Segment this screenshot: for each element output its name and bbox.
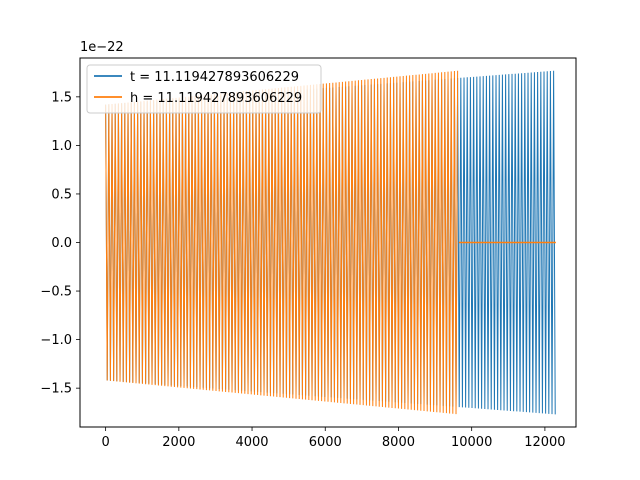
y-tick-label: 1.0 <box>51 139 72 154</box>
y-axis-ticks: −1.5 −1.0 −0.5 0.0 0.5 1.0 1.5 <box>40 90 80 397</box>
y-tick-label: 0.0 <box>51 236 72 251</box>
y-tick-label: 0.5 <box>51 187 72 202</box>
legend-box <box>86 64 322 114</box>
x-tick-label: 2000 <box>162 435 195 450</box>
y-offset-label: 1e−22 <box>80 40 124 55</box>
series-layer <box>105 70 556 415</box>
x-tick-label: 0 <box>101 435 109 450</box>
y-tick-label: 1.5 <box>51 90 72 105</box>
x-tick-label: 6000 <box>309 435 342 450</box>
x-axis-ticks: 0 2000 4000 6000 8000 10000 12000 <box>101 427 566 450</box>
x-tick-label: 8000 <box>382 435 415 450</box>
series-line-h <box>105 70 459 415</box>
legend: t = 11.119427893606229 h = 11.1194278936… <box>86 64 322 114</box>
x-tick-label: 4000 <box>235 435 268 450</box>
y-tick-label: −0.5 <box>40 285 72 300</box>
y-tick-label: −1.5 <box>40 382 72 397</box>
x-tick-label: 10000 <box>451 435 492 450</box>
y-tick-label: −1.0 <box>40 333 72 348</box>
legend-label-t: t = 11.119427893606229 <box>130 70 299 85</box>
legend-label-h: h = 11.119427893606229 <box>130 91 302 106</box>
x-tick-label: 12000 <box>524 435 565 450</box>
